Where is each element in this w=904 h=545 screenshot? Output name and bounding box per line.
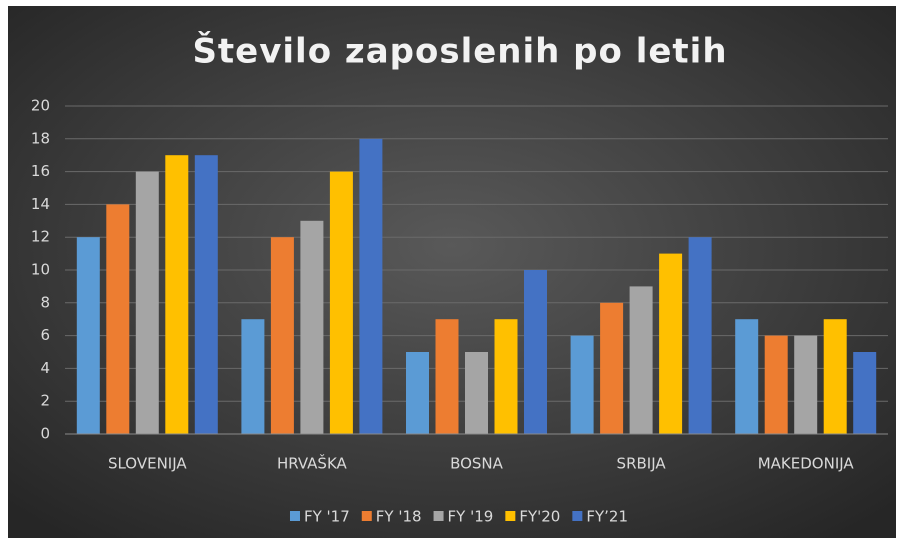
bar — [794, 335, 818, 434]
bar — [300, 220, 324, 434]
bar — [165, 155, 189, 434]
legend-label: FY’21 — [586, 508, 628, 526]
chart-title: Število zaposlenih po letih — [192, 31, 727, 72]
bar — [194, 155, 218, 434]
legend-swatch — [289, 511, 300, 521]
bar — [135, 171, 159, 434]
x-tick-label: SRBIJA — [617, 455, 667, 473]
bar — [435, 319, 459, 434]
bar — [241, 319, 265, 434]
x-tick-label: SLOVENIJA — [108, 455, 187, 473]
y-tick-label: 18 — [31, 129, 50, 147]
y-tick-label: 4 — [40, 359, 50, 377]
bar — [764, 335, 788, 434]
bar — [735, 319, 759, 434]
bar — [629, 286, 653, 434]
legend-label: FY '17 — [304, 508, 350, 526]
y-tick-label: 16 — [31, 162, 50, 180]
x-tick-label: BOSNA — [450, 455, 504, 473]
bar — [76, 237, 100, 434]
y-tick-label: 14 — [31, 195, 50, 213]
y-tick-label: 8 — [40, 293, 50, 311]
bar — [823, 319, 847, 434]
bar — [329, 171, 353, 434]
y-tick-label: 20 — [31, 97, 50, 115]
bar — [570, 335, 594, 434]
bar — [465, 352, 488, 434]
y-tick-label: 10 — [31, 261, 50, 279]
legend-swatch — [361, 511, 372, 521]
legend-label: FY '18 — [376, 508, 422, 526]
bar — [106, 204, 130, 434]
bar — [359, 138, 383, 435]
bar — [659, 253, 683, 434]
bar — [853, 352, 877, 434]
bar — [406, 352, 429, 434]
bar — [270, 237, 294, 434]
y-tick-label: 2 — [40, 392, 50, 410]
x-tick-label: MAKEDONIJA — [758, 455, 855, 473]
bar — [494, 319, 518, 434]
x-tick-label: HRVAŠKA — [277, 454, 348, 473]
legend-label: FY '19 — [448, 508, 494, 526]
bar — [600, 302, 624, 434]
legend-label: FY'20 — [519, 508, 560, 526]
bar — [688, 237, 712, 434]
legend-swatch — [433, 511, 444, 521]
y-tick-label: 6 — [40, 326, 50, 344]
legend-swatch — [572, 511, 583, 521]
legend-swatch — [505, 511, 516, 521]
y-tick-label: 12 — [31, 228, 50, 246]
bar — [524, 270, 547, 434]
y-tick-label: 0 — [40, 425, 50, 443]
